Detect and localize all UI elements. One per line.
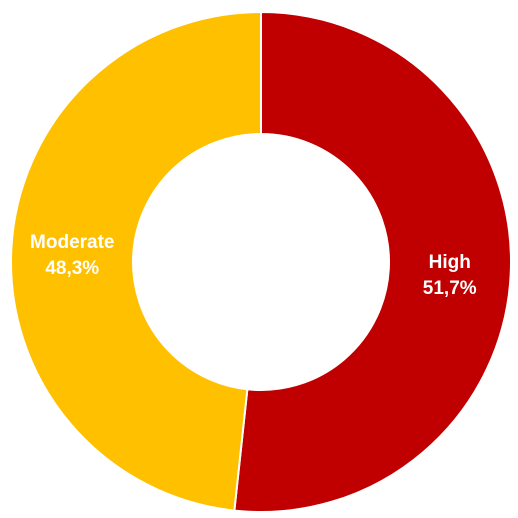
labels-group: High 51,7% Moderate 48,3% — [30, 232, 477, 299]
slice-name-high: High — [429, 252, 471, 273]
slice-moderate — [10, 10, 262, 512]
slice-name-moderate: Moderate — [30, 232, 114, 253]
slices-group — [10, 10, 513, 513]
slice-value-high: 51,7% — [423, 278, 477, 299]
slice-value-moderate: 48,3% — [45, 258, 99, 279]
slice-label-moderate: Moderate 48,3% — [30, 232, 114, 279]
slice-label-high: High 51,7% — [423, 252, 477, 299]
slice-high — [233, 10, 513, 513]
